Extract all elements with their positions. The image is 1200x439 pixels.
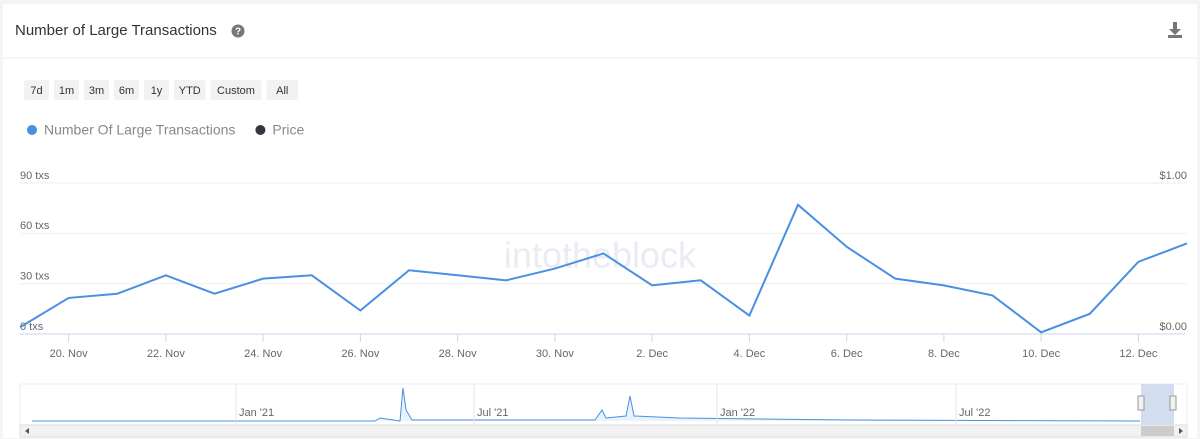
chart-title: Number of Large Transactions <box>15 22 217 39</box>
x-tick-label: 22. Nov <box>147 348 185 360</box>
x-tick-label: 8. Dec <box>928 348 960 360</box>
range-button[interactable] <box>144 80 169 100</box>
range-button[interactable] <box>266 80 299 100</box>
range-button[interactable] <box>210 80 262 100</box>
navigator-label: Jan '22 <box>720 407 755 419</box>
navigator-label: Jan '21 <box>239 407 274 419</box>
range-button[interactable] <box>24 80 49 100</box>
scrollbar-thumb[interactable] <box>1141 426 1174 436</box>
help-icon[interactable]: ? <box>231 24 245 38</box>
legend-label[interactable]: Price <box>272 122 304 138</box>
y-tick-label: 0 txs <box>20 321 44 333</box>
range-button-label[interactable]: Custom <box>217 85 255 97</box>
range-button-label[interactable]: 1m <box>59 85 74 97</box>
navigator-window[interactable] <box>1141 384 1174 425</box>
scrollbar[interactable] <box>19 424 1188 438</box>
range-button[interactable] <box>114 80 139 100</box>
x-tick-label: 24. Nov <box>244 348 282 360</box>
x-tick-label: 10. Dec <box>1022 348 1060 360</box>
x-tick-label: 12. Dec <box>1119 348 1157 360</box>
legend-marker[interactable] <box>27 125 37 135</box>
data-line <box>19 203 1188 334</box>
navigator-label: Jul '21 <box>477 407 508 419</box>
range-button[interactable] <box>54 80 79 100</box>
range-button-label[interactable]: All <box>276 85 288 97</box>
y-tick-label: 30 txs <box>20 271 50 283</box>
x-tick-label: 20. Nov <box>50 348 88 360</box>
y2-tick-label: $0.00 <box>1159 321 1187 333</box>
y-tick-label: 60 txs <box>20 220 50 232</box>
range-button-label[interactable]: 7d <box>30 85 42 97</box>
x-tick-label: 26. Nov <box>341 348 379 360</box>
download-icon[interactable] <box>1168 22 1182 38</box>
range-button-label[interactable]: 3m <box>89 85 104 97</box>
y2-tick-label: $1.00 <box>1159 170 1187 182</box>
range-button[interactable] <box>84 80 109 100</box>
y-tick-label: 90 txs <box>20 170 50 182</box>
navigator: Jan '21 Jul '21 Jan '22 Jul '22 <box>19 383 1188 438</box>
navigator-handle[interactable] <box>1169 395 1177 411</box>
x-tick-label: 6. Dec <box>831 348 863 360</box>
navigator-handle[interactable] <box>1137 395 1145 411</box>
range-button-label[interactable]: 6m <box>119 85 134 97</box>
x-tick-label: 2. Dec <box>636 348 668 360</box>
legend-marker[interactable] <box>255 125 266 135</box>
svg-text:?: ? <box>235 27 241 38</box>
x-tick-label: 28. Nov <box>439 348 477 360</box>
navigator-label: Jul '22 <box>959 407 990 419</box>
range-button-label[interactable]: YTD <box>179 85 201 97</box>
range-button-label[interactable]: 1y <box>151 85 163 97</box>
legend-label[interactable]: Number Of Large Transactions <box>44 122 235 138</box>
range-button[interactable] <box>174 80 206 100</box>
x-tick-label: 30. Nov <box>536 348 574 360</box>
card-background <box>3 4 1197 438</box>
x-tick-label: 4. Dec <box>733 348 765 360</box>
